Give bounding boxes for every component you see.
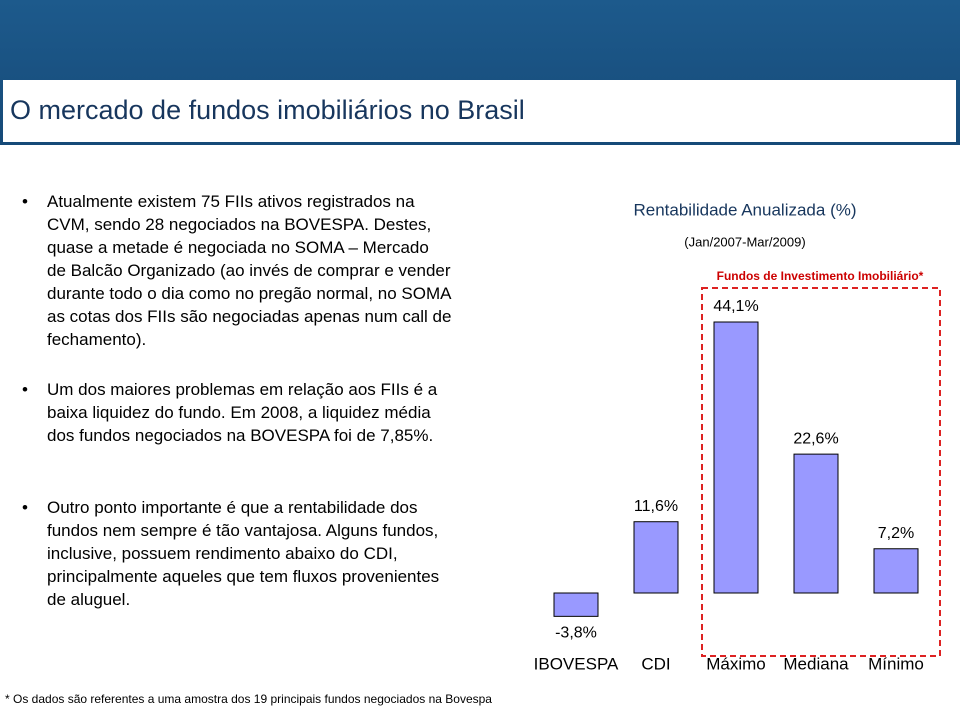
bullet: • Atualmente existem 75 FIIs ativos regis… xyxy=(22,192,452,349)
value-label: -3,8% xyxy=(555,625,597,642)
highlight-box xyxy=(701,287,941,657)
footnote: * Os dados são referentes a uma amostra … xyxy=(5,692,492,706)
bar xyxy=(633,521,679,594)
value-label: 22,6% xyxy=(793,430,838,447)
bar xyxy=(873,548,919,594)
slide-title: O mercado de fundos imobiliários no Bras… xyxy=(10,95,525,125)
bullet-text: Atualmente existem 75 FIIs ativos regist… xyxy=(47,192,452,349)
bullet: • Outro ponto importante é que a rentabil… xyxy=(22,496,452,611)
x-tick-label: CDI xyxy=(641,654,670,673)
x-tick-label: IBOVESPA xyxy=(534,654,619,673)
x-tick-label: Mínimo xyxy=(868,654,924,673)
value-label: 11,6% xyxy=(634,498,678,515)
value-label: 7,2% xyxy=(878,525,914,542)
annotation: Fundos de Investimento Imobiliário* xyxy=(717,269,924,283)
x-tick-label: Máximo xyxy=(706,654,766,673)
bar xyxy=(793,453,839,594)
x-tick-label: Mediana xyxy=(783,654,849,673)
bar xyxy=(713,321,759,594)
chart-subtitle: (Jan/2007-Mar/2009) xyxy=(684,234,805,249)
value-label: 44,1% xyxy=(713,298,758,315)
chart-title: Rentabilidade Anualizada (%) xyxy=(633,200,856,219)
bar xyxy=(553,592,599,617)
bullet: • Um dos maiores problemas em relação aos… xyxy=(22,378,452,447)
title-box xyxy=(3,80,956,142)
bullet-text: Um dos maiores problemas em relação aos … xyxy=(47,380,438,445)
bullet-text: Outro ponto importante é que a rentabili… xyxy=(47,498,440,609)
